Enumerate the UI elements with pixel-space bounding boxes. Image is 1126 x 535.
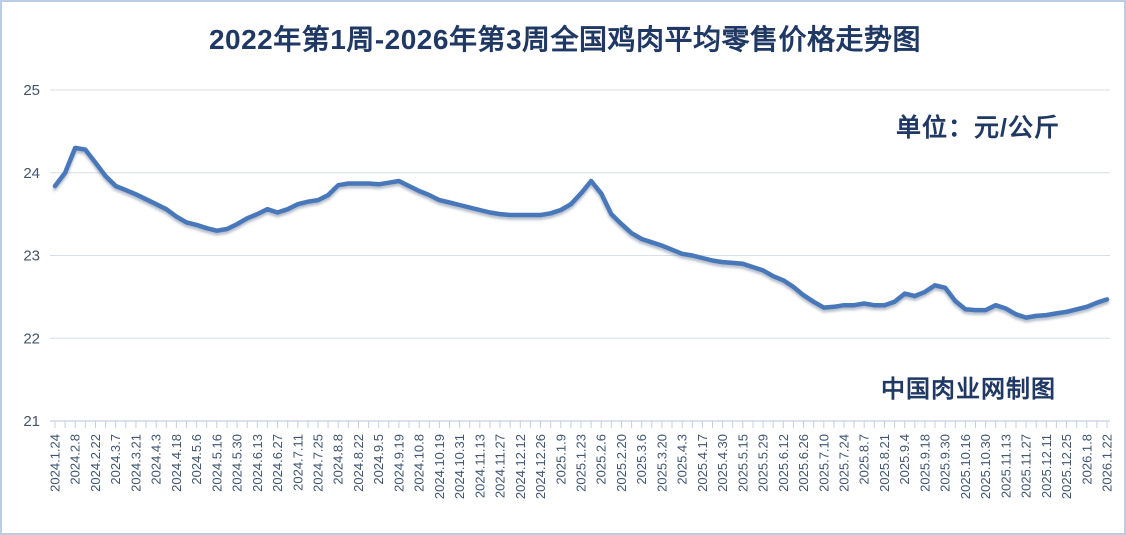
x-axis-label: 2024.3.21 xyxy=(128,434,143,492)
x-axis-label: 2024.3.7 xyxy=(108,434,123,485)
x-axis-label: 2024.5.30 xyxy=(230,434,245,492)
x-axis-label: 2025.2.6 xyxy=(594,434,609,485)
x-axis-label: 2024.6.13 xyxy=(250,434,265,492)
x-axis-label: 2025.6.12 xyxy=(776,434,791,492)
x-axis-label: 2024.8.22 xyxy=(351,434,366,492)
x-axis-label: 2025.7.10 xyxy=(816,434,831,492)
x-axis-ticks xyxy=(54,421,1108,428)
x-axis-label: 2024.11.13 xyxy=(472,434,487,498)
x-axis-label: 2025.2.20 xyxy=(614,434,629,492)
x-axis-label: 2025.3.6 xyxy=(634,434,649,485)
y-axis-label: 21 xyxy=(23,413,40,430)
x-axis-label: 2025.11.13 xyxy=(998,434,1013,498)
x-axis-label: 2024.4.18 xyxy=(169,434,184,492)
x-axis-label: 2024.9.5 xyxy=(371,434,386,485)
y-axis-labels: 25 24 23 22 21 xyxy=(23,82,40,430)
x-axis-label: 2025.4.3 xyxy=(675,434,690,485)
gridlines xyxy=(50,89,1110,422)
x-axis-label: 2024.1.24 xyxy=(48,434,63,492)
price-line-series xyxy=(52,145,1110,320)
x-axis-label: 2025.12.25 xyxy=(1059,434,1074,499)
x-axis-label: 2024.6.27 xyxy=(270,434,285,492)
x-axis-label: 2025.7.24 xyxy=(837,434,852,492)
chart-title: 2022年第1周-2026年第3周全国鸡肉平均零售价格走势图 xyxy=(208,24,922,55)
x-axis-label: 2024.10.31 xyxy=(452,434,467,499)
y-axis-label: 23 xyxy=(23,248,40,265)
x-axis-label: 2025.3.20 xyxy=(654,434,669,492)
x-axis-label: 2024.4.3 xyxy=(149,434,164,485)
x-axis-label: 2026.1.8 xyxy=(1079,434,1094,485)
x-axis-label: 2025.5.15 xyxy=(735,434,750,492)
x-axis-label: 2025.1.23 xyxy=(574,434,589,492)
x-axis-label: 2025.8.7 xyxy=(857,434,872,485)
x-axis-label: 2024.10.8 xyxy=(412,434,427,492)
x-axis-label: 2024.8.8 xyxy=(331,434,346,485)
x-axis-label: 2024.7.11 xyxy=(290,434,305,491)
x-axis-label: 2025.8.21 xyxy=(877,434,892,492)
x-axis-label: 2025.10.16 xyxy=(958,434,973,499)
x-axis-label: 2024.2.22 xyxy=(88,434,103,492)
x-axis-label: 2025.4.30 xyxy=(715,434,730,492)
x-axis-label: 2026.1.22 xyxy=(1100,434,1115,492)
x-axis-label: 2024.7.25 xyxy=(311,434,326,492)
credit-label: 中国肉业网制图 xyxy=(881,376,1056,403)
x-axis-label: 2024.12.26 xyxy=(533,434,548,499)
x-axis-label: 2025.6.26 xyxy=(796,434,811,492)
x-axis-label: 2024.5.6 xyxy=(189,434,204,485)
x-axis-label: 2025.1.9 xyxy=(553,434,568,485)
price-line xyxy=(52,145,1110,320)
x-axis-label: 2024.11.27 xyxy=(493,434,508,498)
x-axis-label: 2024.2.8 xyxy=(68,434,83,485)
x-axis-label: 2024.9.19 xyxy=(391,434,406,492)
y-axis-label: 22 xyxy=(23,330,40,347)
x-axis-label: 2025.11.27 xyxy=(1019,434,1034,498)
x-axis-label: 2024.10.19 xyxy=(432,434,447,499)
x-axis-label: 2025.9.4 xyxy=(897,434,912,485)
x-axis-label: 2025.9.18 xyxy=(917,434,932,492)
y-axis-label: 24 xyxy=(23,165,40,182)
x-axis-label: 2024.5.16 xyxy=(209,434,224,492)
unit-label: 单位：元/公斤 xyxy=(896,114,1060,142)
x-axis-label: 2025.5.29 xyxy=(756,434,771,492)
x-axis-label: 2025.12.11 xyxy=(1039,434,1054,498)
x-axis-labels: 2024.1.24 2024.2.8 2024.2.22 2024.3.7 2024.3… xyxy=(48,434,1115,499)
x-axis-label: 2025.4.17 xyxy=(695,434,710,492)
x-axis-label: 2025.9.30 xyxy=(938,434,953,492)
x-axis-label: 2024.12.12 xyxy=(513,434,528,499)
y-axis-label: 25 xyxy=(23,82,40,99)
x-axis-label: 2025.10.30 xyxy=(978,434,993,499)
